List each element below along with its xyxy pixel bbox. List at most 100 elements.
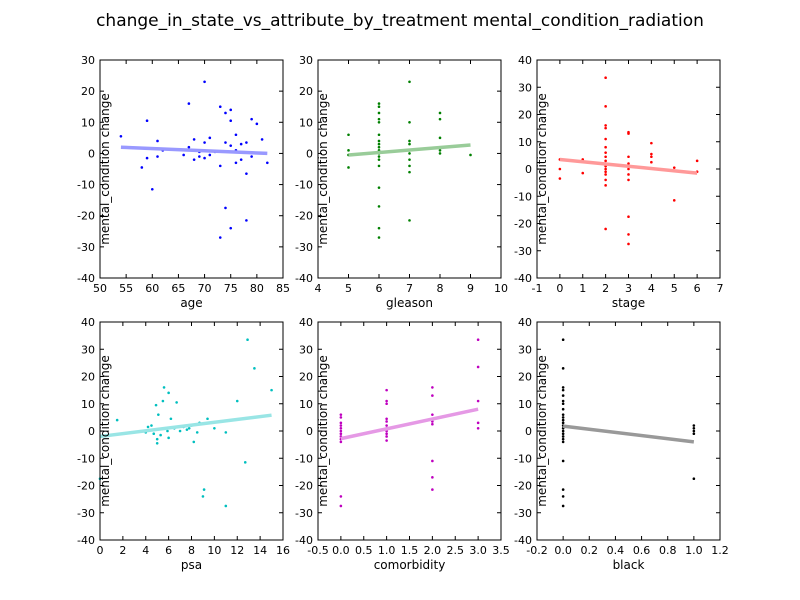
x-tick-label: 50 bbox=[93, 282, 107, 295]
data-point bbox=[604, 173, 607, 176]
x-tick-label: 7 bbox=[717, 282, 724, 295]
data-point bbox=[561, 413, 565, 416]
x-tick-label: 80 bbox=[250, 282, 264, 295]
data-point bbox=[162, 386, 166, 389]
data-point bbox=[604, 167, 607, 171]
x-tick-label: 1 bbox=[579, 282, 586, 295]
data-point bbox=[159, 433, 162, 437]
data-point bbox=[558, 167, 562, 171]
data-point bbox=[187, 426, 191, 430]
y-tick-label: -10 bbox=[295, 179, 313, 192]
x-tick-label: 14 bbox=[253, 544, 267, 557]
data-point bbox=[187, 102, 191, 105]
data-point bbox=[561, 495, 565, 498]
y-tick-label: -20 bbox=[295, 480, 313, 493]
data-point bbox=[561, 386, 565, 389]
x-tick-label: 0.8 bbox=[659, 544, 677, 557]
data-point bbox=[115, 418, 119, 422]
y-tick-label: 20 bbox=[299, 371, 313, 384]
data-point bbox=[604, 178, 607, 182]
data-point bbox=[650, 152, 653, 156]
data-point bbox=[239, 158, 243, 161]
data-point bbox=[229, 119, 233, 123]
x-tick-label: 6 bbox=[694, 282, 701, 295]
x-tick-label: 3.5 bbox=[492, 544, 510, 557]
data-point bbox=[202, 488, 206, 491]
data-point bbox=[339, 432, 343, 436]
data-point bbox=[627, 233, 630, 236]
x-axis-label: black bbox=[613, 558, 645, 572]
data-point bbox=[229, 108, 233, 112]
regression-line bbox=[340, 407, 479, 441]
data-point bbox=[438, 117, 442, 121]
y-tick-label: 20 bbox=[518, 371, 532, 384]
data-point bbox=[627, 162, 630, 165]
data-point bbox=[385, 432, 388, 436]
data-point bbox=[561, 388, 565, 392]
data-point bbox=[377, 205, 381, 208]
data-point bbox=[561, 399, 565, 403]
data-point bbox=[377, 133, 381, 137]
data-point bbox=[192, 158, 196, 161]
x-axis-label: stage bbox=[612, 296, 645, 310]
data-point bbox=[156, 155, 159, 158]
x-tick-label: -0.2 bbox=[526, 544, 547, 557]
data-point bbox=[203, 141, 206, 144]
y-tick-label: 20 bbox=[299, 85, 313, 98]
plot-area bbox=[318, 60, 501, 278]
data-point bbox=[650, 155, 653, 159]
y-tick-label: 30 bbox=[81, 54, 95, 67]
data-point bbox=[185, 428, 189, 431]
data-point bbox=[377, 145, 381, 149]
subplot-5: -0.5 0.0 0.5 1.0 1.5 2.0 2.5 3.0 3.5 -40 -30 -20 -10… bbox=[295, 316, 510, 572]
data-point bbox=[377, 158, 381, 161]
x-tick-label: 9 bbox=[467, 282, 474, 295]
data-point bbox=[408, 142, 411, 146]
y-tick-label: -40 bbox=[295, 534, 313, 547]
data-point bbox=[229, 226, 233, 230]
y-tick-label: 40 bbox=[518, 316, 532, 329]
regression-line bbox=[562, 424, 695, 444]
data-point bbox=[208, 153, 212, 157]
x-tick-label: 3.0 bbox=[469, 544, 487, 557]
data-point bbox=[234, 161, 238, 165]
subplot-1: 50 55 60 65 70 75 80 85 -40 -30 -20 -10 0 10 20 30 age me… bbox=[77, 54, 290, 310]
data-point bbox=[198, 155, 201, 158]
data-point bbox=[175, 401, 178, 404]
x-tick-label: 16 bbox=[276, 544, 290, 557]
data-point bbox=[250, 117, 253, 121]
data-point bbox=[339, 426, 343, 430]
x-tick-label: 2.5 bbox=[447, 544, 465, 557]
x-tick-label: 85 bbox=[276, 282, 290, 295]
y-tick-label: -40 bbox=[295, 272, 313, 285]
data-point bbox=[178, 429, 182, 433]
data-point bbox=[692, 429, 696, 433]
data-point bbox=[377, 155, 381, 158]
data-point bbox=[255, 122, 259, 126]
plot-area bbox=[100, 60, 283, 278]
data-point bbox=[692, 432, 696, 436]
x-tick-label: 60 bbox=[145, 282, 159, 295]
data-point bbox=[695, 159, 699, 163]
data-point bbox=[469, 153, 472, 157]
y-axis-label: mental_condition change bbox=[316, 93, 330, 245]
data-point bbox=[169, 417, 173, 421]
figure-title: change_in_state_vs_attribute_by_treatmen… bbox=[96, 11, 704, 31]
data-point bbox=[408, 219, 411, 222]
data-point bbox=[604, 227, 607, 231]
data-point bbox=[377, 111, 381, 115]
data-point bbox=[154, 403, 158, 407]
data-point bbox=[377, 120, 381, 124]
data-point bbox=[218, 236, 222, 239]
y-tick-label: -30 bbox=[77, 507, 95, 520]
data-point bbox=[627, 132, 630, 135]
data-point bbox=[476, 365, 480, 369]
x-tick-label: 10 bbox=[494, 282, 508, 295]
x-tick-label: 3 bbox=[625, 282, 632, 295]
data-point bbox=[561, 394, 565, 397]
data-point bbox=[339, 429, 343, 433]
y-tick-label: -10 bbox=[77, 179, 95, 192]
data-point bbox=[201, 495, 205, 498]
x-tick-label: 55 bbox=[119, 282, 133, 295]
subplot-4: 0 2 4 6 8 10 12 14 16 -40 -30 -20 -10 0 10 20 30 40 psa men… bbox=[77, 316, 290, 572]
